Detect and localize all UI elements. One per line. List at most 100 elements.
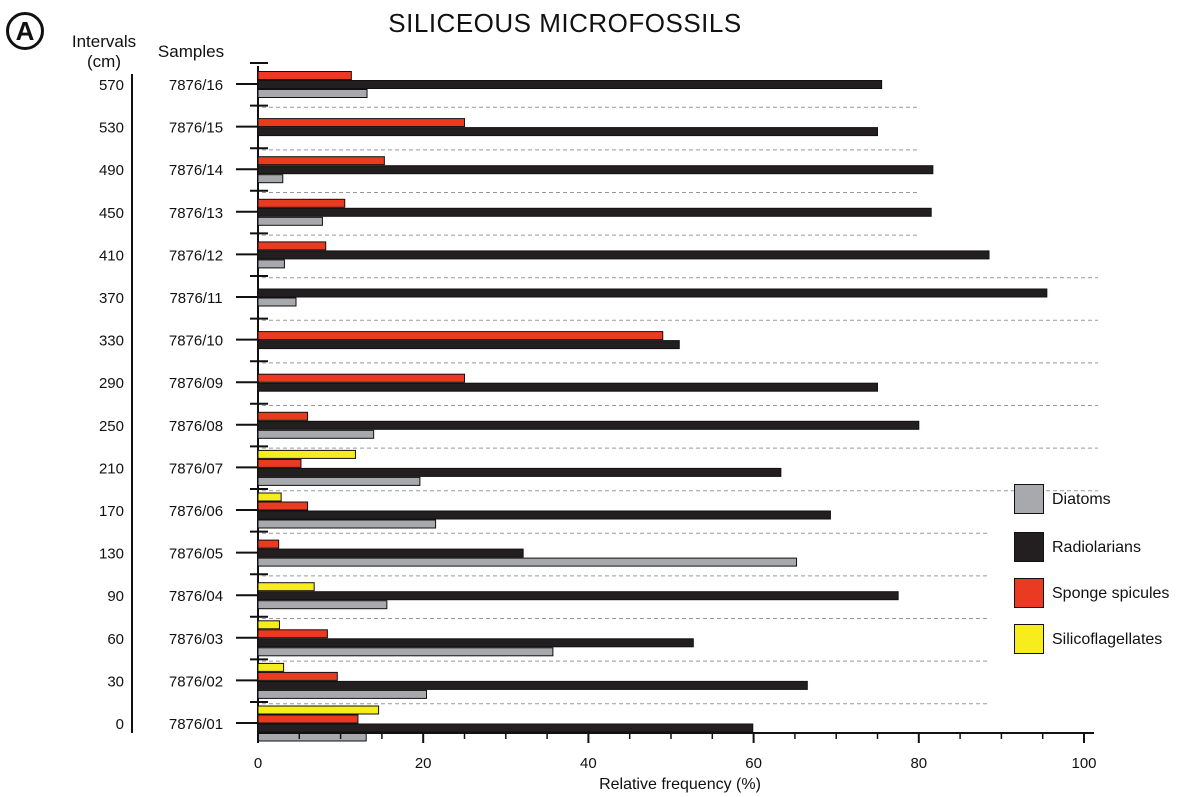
bar-diatoms xyxy=(257,174,284,184)
interval-label: 60 xyxy=(107,631,124,648)
samples-header: Samples xyxy=(157,42,225,61)
legend-item-sponge-spicules: Sponge spicules xyxy=(1012,578,1192,612)
sample-label: 7876/01 xyxy=(169,716,223,733)
legend-swatch-sponge-spicules xyxy=(1014,578,1044,608)
bar-diatoms xyxy=(257,429,375,439)
legend-label-sponge-spicules: Sponge spicules xyxy=(1052,585,1170,602)
intervals-header-line2: (cm) xyxy=(87,52,121,71)
x-tick-label: 20 xyxy=(415,755,432,772)
interval-label: 530 xyxy=(99,120,124,137)
bar-diatoms xyxy=(257,297,297,307)
bar-sponge-spicules xyxy=(257,71,352,80)
sample-label: 7876/10 xyxy=(169,333,223,350)
bar-silicoflagellates xyxy=(257,705,380,715)
bar-radiolarians xyxy=(257,591,899,601)
x-tick-label: 0 xyxy=(254,755,262,772)
intervals-header: Intervals (cm) xyxy=(62,32,146,72)
bar-radiolarians xyxy=(257,165,934,175)
legend-label-silicoflagellates: Silicoflagellates xyxy=(1052,631,1163,648)
bar-silicoflagellates xyxy=(257,582,315,592)
interval-label: 330 xyxy=(99,333,124,350)
bar-diatoms xyxy=(257,732,367,742)
sample-label: 7876/08 xyxy=(169,418,223,435)
interval-label: 570 xyxy=(99,77,124,94)
x-tick-label: 100 xyxy=(1071,755,1096,772)
bar-sponge-spicules xyxy=(257,501,309,511)
bar-diatoms xyxy=(257,689,428,699)
bar-silicoflagellates xyxy=(257,662,285,672)
bar-sponge-spicules xyxy=(257,373,465,383)
sample-label: 7876/03 xyxy=(169,631,223,648)
bar-sponge-spicules xyxy=(257,118,465,128)
bar-radiolarians xyxy=(257,467,782,477)
legend-item-diatoms: Diatoms xyxy=(1012,484,1192,518)
bar-silicoflagellates xyxy=(257,492,282,502)
bar-diatoms xyxy=(257,216,323,226)
bar-sponge-spicules xyxy=(257,411,309,421)
bar-diatoms xyxy=(257,519,437,529)
bar-radiolarians xyxy=(257,80,883,89)
x-tick-label: 40 xyxy=(580,755,597,772)
legend-swatch-silicoflagellates xyxy=(1014,624,1044,654)
bar-radiolarians xyxy=(257,250,990,260)
intervals-header-line1: Intervals xyxy=(71,32,137,51)
bar-radiolarians xyxy=(257,288,1048,298)
bar-sponge-spicules xyxy=(257,156,385,166)
interval-label: 250 xyxy=(99,418,124,435)
bar-radiolarians xyxy=(257,638,694,648)
sample-label: 7876/04 xyxy=(169,588,223,605)
legend-swatch-radiolarians xyxy=(1014,532,1044,562)
bar-diatoms xyxy=(257,89,368,98)
interval-label: 170 xyxy=(99,503,124,520)
bar-sponge-spicules xyxy=(257,198,346,208)
sample-label: 7876/14 xyxy=(169,162,223,179)
bar-radiolarians xyxy=(257,127,878,137)
interval-label: 210 xyxy=(99,460,124,477)
bar-sponge-spicules xyxy=(257,458,302,468)
bar-radiolarians xyxy=(257,420,920,430)
bar-diatoms xyxy=(257,259,285,269)
bar-diatoms xyxy=(257,600,388,610)
sample-label: 7876/06 xyxy=(169,503,223,520)
sample-label: 7876/07 xyxy=(169,460,223,477)
bar-sponge-spicules xyxy=(257,539,280,549)
bar-radiolarians xyxy=(257,207,932,217)
bar-diatoms xyxy=(257,557,798,567)
bar-radiolarians xyxy=(257,510,831,520)
bar-radiolarians xyxy=(257,382,878,392)
bar-sponge-spicules xyxy=(257,671,338,681)
sample-label: 7876/05 xyxy=(169,546,223,563)
bar-sponge-spicules xyxy=(257,629,328,639)
chart-title: SILICEOUS MICROFOSSILS xyxy=(388,8,742,38)
interval-label: 490 xyxy=(99,162,124,179)
panel-letter: A xyxy=(6,12,44,50)
legend-swatch-diatoms xyxy=(1014,484,1044,514)
bar-diatoms xyxy=(257,476,421,486)
bar-sponge-spicules xyxy=(257,241,327,251)
interval-label: 90 xyxy=(107,588,124,605)
sample-label: 7876/11 xyxy=(169,290,222,307)
bar-silicoflagellates xyxy=(257,449,356,459)
sample-label: 7876/12 xyxy=(169,247,223,264)
legend-label-radiolarians: Radiolarians xyxy=(1052,539,1141,556)
x-tick-label: 60 xyxy=(745,755,762,772)
bar-sponge-spicules xyxy=(257,714,359,724)
legend-item-radiolarians: Radiolarians xyxy=(1012,532,1192,566)
x-tick-label: 80 xyxy=(910,755,927,772)
interval-label: 410 xyxy=(99,247,124,264)
x-axis-label: Relative frequency (%) xyxy=(599,776,761,793)
interval-label: 130 xyxy=(99,546,124,563)
interval-label: 0 xyxy=(116,716,124,733)
interval-label: 370 xyxy=(99,290,124,307)
sample-label: 7876/16 xyxy=(169,77,223,94)
bar-radiolarians xyxy=(257,548,524,558)
sample-label: 7876/15 xyxy=(169,120,223,137)
legend-item-silicoflagellates: Silicoflagellates xyxy=(1012,624,1192,658)
bar-radiolarians xyxy=(257,340,680,350)
sample-label: 7876/02 xyxy=(169,673,223,690)
bar-silicoflagellates xyxy=(257,620,280,630)
bar-sponge-spicules xyxy=(257,331,664,341)
bar-diatoms xyxy=(257,647,554,657)
